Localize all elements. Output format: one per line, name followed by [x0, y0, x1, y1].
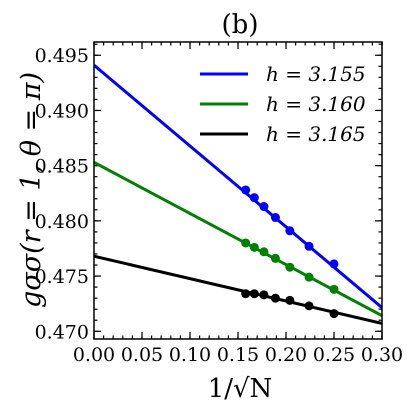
data-point [285, 295, 295, 305]
data-point [270, 293, 280, 303]
plot-frame [93, 41, 383, 340]
data-point [304, 301, 314, 311]
x-tick-label: 0.10 [169, 344, 211, 366]
x-axis-label: 1/√N [208, 374, 273, 404]
series-3 [94, 254, 382, 325]
data-point [270, 213, 280, 223]
y-tick-label: 0.495 [35, 45, 89, 67]
series-2 [94, 161, 382, 318]
legend-label: h = 3.155 [266, 62, 366, 86]
data-point [249, 289, 259, 299]
x-tick-label: 0.30 [361, 344, 403, 366]
y-axis-label: gσσ(r = 1, θ = π) [16, 72, 47, 308]
y-tick-label: 0.490 [35, 100, 89, 122]
data-point [304, 241, 314, 251]
chart-title: (b) [222, 10, 259, 40]
data-point [304, 272, 314, 282]
data-point [241, 238, 251, 248]
x-tick-label: 0.15 [217, 344, 259, 366]
legend-label: h = 3.165 [266, 122, 366, 146]
data-point [270, 253, 280, 263]
data-point [259, 290, 269, 300]
series-1 [94, 64, 382, 309]
data-point [249, 193, 259, 203]
legend-label: h = 3.160 [266, 92, 366, 116]
y-tick-label: 0.480 [35, 211, 89, 233]
data-point [329, 309, 339, 319]
data-point [241, 289, 251, 299]
x-tick-label: 0.25 [313, 344, 355, 366]
fit-line [94, 254, 382, 325]
data-point [285, 226, 295, 236]
data-point [259, 247, 269, 257]
data-point [241, 185, 251, 195]
data-point [329, 284, 339, 294]
data-point [249, 242, 259, 252]
data-point [285, 262, 295, 272]
plot-series [94, 64, 382, 325]
data-point [259, 202, 269, 212]
x-tick-label: 0.05 [121, 344, 163, 366]
legend: h = 3.155 h = 3.160 h = 3.165 [200, 62, 366, 146]
data-point [329, 259, 339, 269]
x-tick-label: 0.20 [265, 344, 307, 366]
y-tick-label: 0.485 [35, 156, 89, 178]
axis-ticks: 0.00 0.05 0.10 0.15 0.20 0.25 0.30 0.470 0.475 0.… [35, 42, 403, 366]
x-tick-label: 0.00 [73, 344, 115, 366]
y-tick-label: 0.470 [35, 321, 89, 343]
y-tick-label: 0.475 [35, 266, 89, 288]
